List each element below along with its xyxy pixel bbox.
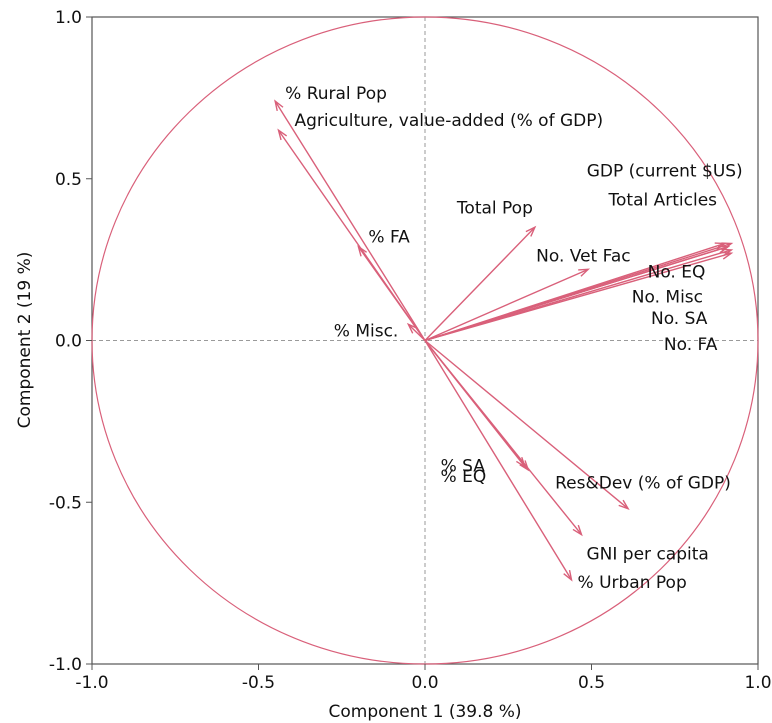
- y-axis-title: Component 2 (19 %): [15, 252, 35, 429]
- vector-label: % EQ: [441, 467, 487, 487]
- vector-label: Agriculture, value-added (% of GDP): [294, 111, 603, 131]
- vector-arrowhead: [721, 251, 734, 260]
- vector-label: % Urban Pop: [578, 573, 687, 593]
- vector-arrowhead: [406, 322, 418, 334]
- x-tick-label: 1.0: [744, 673, 771, 693]
- loading-vector: [274, 100, 426, 341]
- x-tick-label: -0.5: [242, 673, 275, 693]
- vector-arrowhead: [274, 99, 284, 112]
- loading-vector: [407, 323, 426, 342]
- y-tick-label: -1.0: [49, 655, 82, 675]
- x-tick-label: -1.0: [75, 673, 108, 693]
- vector-labels: % Rural Pop Agriculture, value-added (% o…: [285, 84, 743, 593]
- vector-arrowhead: [572, 524, 583, 537]
- loading-vectors: [274, 99, 734, 582]
- vector-label: % FA: [368, 228, 410, 248]
- x-tick-label: 0.5: [578, 673, 605, 693]
- vector-label: No. Vet Fac: [536, 246, 630, 266]
- x-axis-title: Component 1 (39.8 %): [329, 702, 522, 722]
- vector-arrowhead: [578, 268, 591, 277]
- y-tick-label: 1.0: [55, 8, 82, 28]
- loading-vector: [424, 339, 629, 510]
- vector-label: No. EQ: [648, 262, 706, 282]
- y-tick-label: 0.0: [55, 332, 82, 352]
- vector-label: No. FA: [664, 335, 718, 355]
- vector-arrowhead: [618, 499, 630, 511]
- loading-vector: [424, 226, 536, 341]
- vector-arrowhead: [357, 245, 368, 257]
- loading-vector: [424, 340, 583, 536]
- vector-label: % Rural Pop: [285, 84, 387, 104]
- vector-label: % Misc.: [334, 321, 399, 341]
- vector-arrowhead: [721, 248, 734, 257]
- vector-label: No. SA: [651, 309, 708, 329]
- y-tick-label: -0.5: [49, 493, 82, 513]
- vector-label: Res&Dev (% of GDP): [555, 474, 731, 494]
- loading-vector: [357, 246, 426, 341]
- vector-arrowhead: [718, 245, 730, 254]
- vector-label: Total Articles: [608, 191, 718, 211]
- y-tick-label: 0.5: [55, 170, 82, 190]
- vector-label: GDP (current $US): [587, 161, 743, 181]
- loading-vector: [424, 252, 732, 342]
- vector-label: Total Pop: [456, 198, 533, 218]
- axis-ticks: -1.0 -0.5 0.0 0.5 1.0 1.0 0.5 0.0 -0.5 -1.0: [49, 8, 772, 693]
- vector-arrowhead: [525, 225, 537, 237]
- vector-label: % SA: [441, 457, 486, 477]
- vector-arrowhead: [563, 569, 573, 582]
- x-tick-label: 0.0: [411, 673, 438, 693]
- vector-label: No. Misc: [632, 288, 703, 308]
- vector-arrowhead: [277, 128, 288, 141]
- loading-vector: [424, 340, 573, 581]
- vector-label: GNI per capita: [587, 545, 709, 565]
- loading-vector: [424, 268, 589, 342]
- vector-arrowhead: [519, 460, 530, 472]
